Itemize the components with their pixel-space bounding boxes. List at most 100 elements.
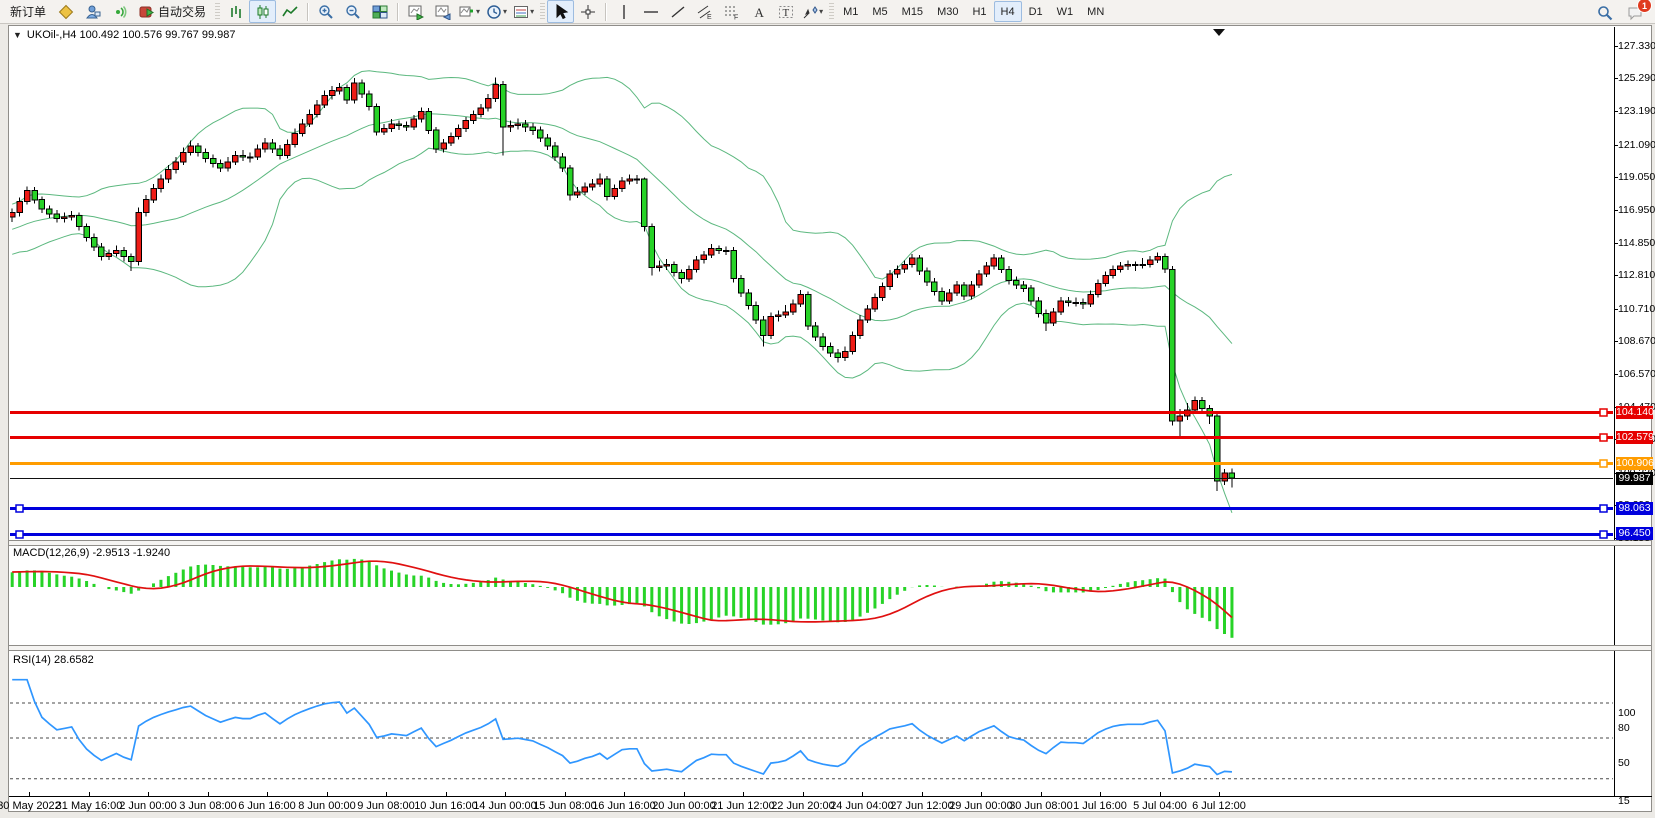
time-tick-label: 16 Jun 16:00 xyxy=(592,800,656,812)
price-tick-label: 121.090 xyxy=(1618,139,1655,151)
candlestick-chart-icon[interactable] xyxy=(249,0,277,23)
svg-text:F: F xyxy=(734,14,738,20)
time-tick-label: 24 Jun 04:00 xyxy=(830,800,894,812)
chart-title-bar: ▼ UKOil-,H4 100.492 100.576 99.767 99.98… xyxy=(13,29,235,41)
svg-text:T: T xyxy=(782,7,789,19)
periods-button[interactable]: ▾ xyxy=(483,0,510,23)
chevron-down-icon: ▾ xyxy=(530,7,535,16)
chevron-down-icon: ▾ xyxy=(503,7,508,16)
chart-window: ▼ UKOil-,H4 100.492 100.576 99.767 99.98… xyxy=(0,25,1655,812)
price-level-label: 96.450 xyxy=(1616,527,1653,540)
toolbar-separator xyxy=(397,2,399,21)
candles[interactable] xyxy=(9,77,1236,492)
one-click-trading-toggle[interactable]: ▼ xyxy=(13,30,22,40)
time-tick-label: 8 Jun 00:00 xyxy=(298,800,356,812)
community-icon[interactable] xyxy=(79,0,106,23)
macd-signal-line xyxy=(12,560,1233,623)
zoom-out-icon[interactable] xyxy=(339,0,366,23)
shapes-button[interactable]: ▾ xyxy=(799,0,826,23)
trendline-button[interactable] xyxy=(664,0,691,23)
new-order-button[interactable]: 新订单 xyxy=(4,1,52,22)
vertical-line-button[interactable] xyxy=(610,0,637,23)
line-handle xyxy=(1599,459,1608,468)
time-tick-label: 31 May 16:00 xyxy=(55,800,123,812)
channel-button[interactable]: E xyxy=(691,0,718,23)
signals-icon[interactable] xyxy=(106,0,133,23)
price-tick-label: 108.670 xyxy=(1618,335,1655,347)
timeframe-d1-button[interactable]: D1 xyxy=(1022,1,1050,22)
panel-divider-macd[interactable] xyxy=(9,540,1651,546)
price-level-label: 104.140 xyxy=(1616,406,1654,419)
rsi-axis[interactable]: 100 80 50 15 xyxy=(1616,646,1652,807)
time-axis[interactable]: 30 May 2022 31 May 16:00 2 Jun 00:00 3 Jun … xyxy=(0,798,1655,813)
rsi-tick-label: 80 xyxy=(1618,722,1630,734)
price-tick-label: 106.570 xyxy=(1618,368,1655,380)
time-tick-label: 30 Jun 08:00 xyxy=(1009,800,1073,812)
chart-shift-marker[interactable] xyxy=(1213,29,1225,36)
timeframe-h1-button[interactable]: H1 xyxy=(965,1,993,22)
time-tick-label: 6 Jun 16:00 xyxy=(238,800,296,812)
chart-title: UKOil-,H4 100.492 100.576 99.767 99.987 xyxy=(26,29,236,41)
svg-text:A: A xyxy=(754,5,764,20)
toolbar-grip xyxy=(829,2,835,21)
fibonacci-button[interactable]: F xyxy=(718,0,745,23)
indicators-button[interactable]: ▾ xyxy=(456,0,483,23)
time-tick-label: 15 Jun 08:00 xyxy=(533,800,597,812)
macd-histogram xyxy=(10,558,1234,638)
svg-text:E: E xyxy=(707,14,712,20)
timeframe-h4-button[interactable]: H4 xyxy=(993,1,1022,22)
zoom-in-icon[interactable] xyxy=(312,0,339,23)
cursor-button[interactable] xyxy=(547,0,575,23)
time-tick-label: 22 Jun 20:00 xyxy=(771,800,835,812)
horizontal-lines[interactable] xyxy=(10,408,1613,539)
rsi-tick-label: 100 xyxy=(1618,707,1636,719)
line-handle xyxy=(1599,408,1608,417)
text-button[interactable]: A xyxy=(745,0,772,23)
time-tick-label: 14 Jun 00:00 xyxy=(473,800,537,812)
chevron-down-icon: ▾ xyxy=(819,7,824,16)
line-handle xyxy=(1599,504,1608,513)
price-level-label: 102.579 xyxy=(1616,431,1654,444)
chevron-down-icon: ▾ xyxy=(476,7,481,16)
new-chart-icon[interactable] xyxy=(402,0,429,23)
price-tick-label: 114.850 xyxy=(1618,237,1655,249)
toolbar-grip xyxy=(540,2,546,21)
price-tick-label: 127.330 xyxy=(1618,40,1655,52)
bars-chart-icon[interactable] xyxy=(222,0,249,23)
price-axis[interactable]: 127.330 125.290 123.190 121.090 119.050 116.9… xyxy=(1616,26,1655,544)
price-tick-label: 125.290 xyxy=(1618,72,1655,84)
horizontal-line-button[interactable] xyxy=(637,0,664,23)
line-handle xyxy=(1599,433,1608,442)
timeframe-m30-button[interactable]: M30 xyxy=(930,1,965,22)
price-tick-label: 123.190 xyxy=(1618,105,1655,117)
timeframe-w1-button[interactable]: W1 xyxy=(1050,1,1081,22)
text-label-button[interactable]: T xyxy=(772,0,799,23)
metaeditor-icon[interactable] xyxy=(52,0,79,23)
macd-axis[interactable]: 1.67550.00-3.1716 xyxy=(1616,541,1652,646)
autotrading-button[interactable]: 自动交易 xyxy=(133,1,212,22)
timeframe-m15-button[interactable]: M15 xyxy=(895,1,930,22)
bollinger-bands xyxy=(12,70,1233,513)
time-tick-label: 30 May 2022 xyxy=(0,800,61,812)
timeframe-mn-button[interactable]: MN xyxy=(1080,1,1111,22)
profiles-icon[interactable] xyxy=(429,0,456,23)
toolbar-separator xyxy=(605,2,607,21)
time-tick-label: 5 Jul 04:00 xyxy=(1133,800,1187,812)
templates-button[interactable]: ▾ xyxy=(510,0,537,23)
search-icon[interactable] xyxy=(1591,1,1618,24)
timeframe-m1-button[interactable]: M1 xyxy=(836,1,865,22)
tile-windows-icon[interactable] xyxy=(366,0,393,23)
rsi-indicator-label: RSI(14) 28.6582 xyxy=(13,654,94,666)
price-tick-label: 110.710 xyxy=(1618,303,1655,315)
price-level-label: 98.063 xyxy=(1616,502,1653,515)
panel-divider-rsi[interactable] xyxy=(9,645,1651,651)
notifications-button[interactable]: 1 xyxy=(1622,0,1652,24)
timeframe-m5-button[interactable]: M5 xyxy=(865,1,894,22)
rsi-tick-label: 15 xyxy=(1618,795,1630,807)
time-tick-label: 2 Jun 00:00 xyxy=(119,800,177,812)
toolbar-grip xyxy=(215,2,221,21)
crosshair-button[interactable] xyxy=(574,0,601,23)
line-chart-icon[interactable] xyxy=(276,0,303,23)
price-tick-label: 119.050 xyxy=(1618,171,1655,183)
